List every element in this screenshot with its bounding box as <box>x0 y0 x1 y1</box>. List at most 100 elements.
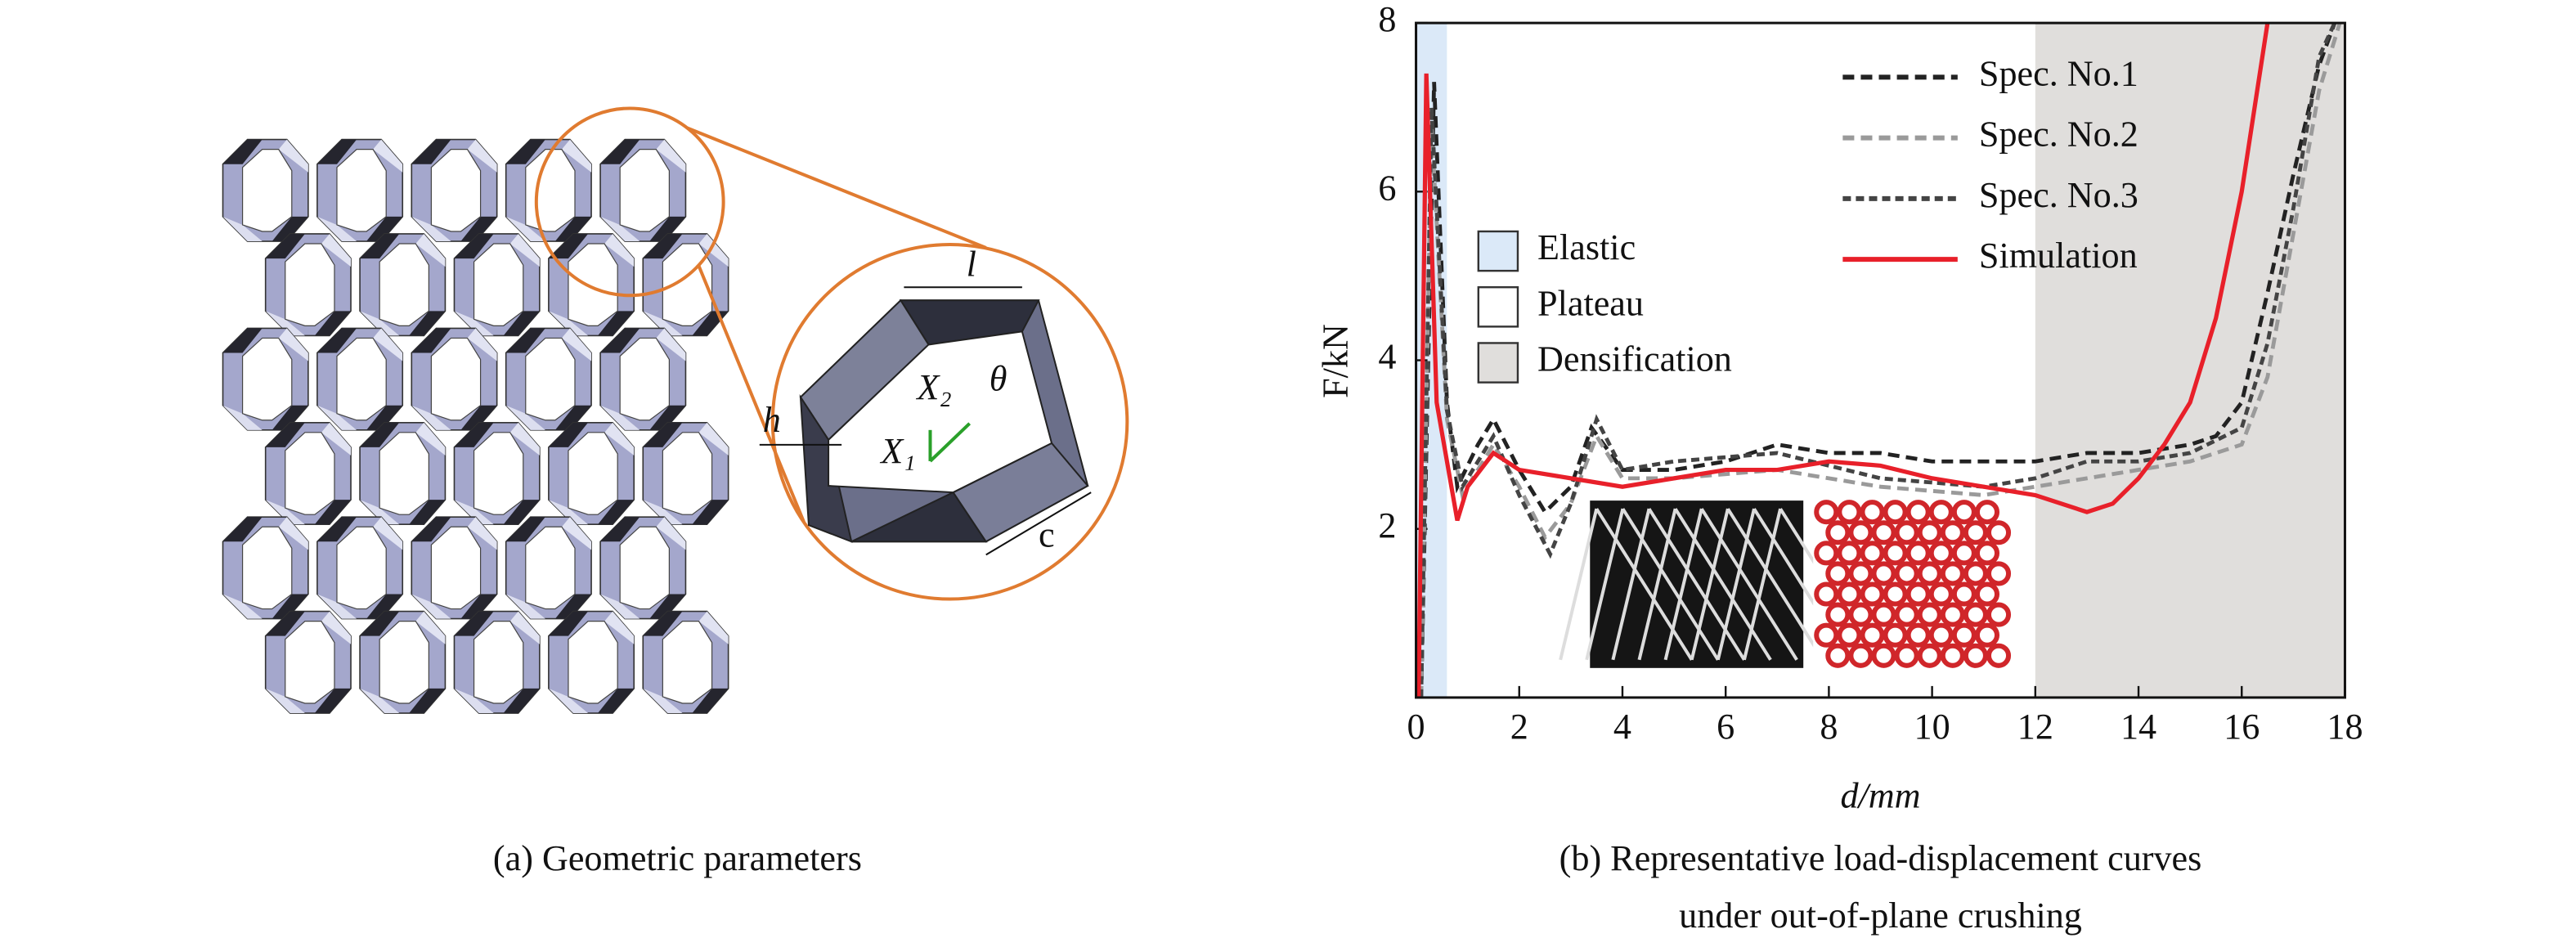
cell-light <box>373 328 403 361</box>
region-legend-label: Plateau <box>1537 283 1644 323</box>
red-cell <box>1848 561 1874 586</box>
y-axis-label: F/kN <box>1315 324 1355 398</box>
mesh-line <box>1663 508 1703 661</box>
cell-dark <box>503 311 540 336</box>
cell-dark <box>554 594 592 619</box>
cell-light <box>321 422 352 456</box>
red-cell <box>1928 541 1954 566</box>
cell-light <box>505 216 545 242</box>
label-h: h <box>763 400 781 440</box>
cell-dark <box>409 311 446 336</box>
red-cell <box>1928 581 1954 607</box>
cell-hole <box>473 621 524 704</box>
mesh-line <box>1673 508 1772 661</box>
cell-hole <box>525 526 576 610</box>
cell-dark <box>316 139 357 164</box>
red-cell <box>1883 500 1908 525</box>
zoom <box>534 106 1129 601</box>
y-tick-label: 8 <box>1378 0 1396 39</box>
cell-light <box>265 688 305 714</box>
cell-hole <box>619 149 670 232</box>
cell-light <box>698 611 729 644</box>
red-cell <box>1951 541 1977 566</box>
mesh-line <box>1637 508 1677 661</box>
cell-dark <box>272 405 308 430</box>
cell-dark <box>460 594 497 619</box>
red-cell <box>1814 500 1839 525</box>
cell-light <box>360 500 400 525</box>
red-cell <box>1837 581 1862 607</box>
red-cell <box>1837 541 1862 566</box>
red-cell <box>1883 541 1908 566</box>
cell-hole <box>241 149 293 232</box>
cell-hole <box>430 337 482 421</box>
red-cell <box>1871 602 1896 627</box>
mesh-line <box>1621 508 1720 661</box>
red-cell <box>1825 561 1851 586</box>
cell-light <box>467 328 497 361</box>
cell-light <box>656 139 686 173</box>
red-cell <box>1974 500 2000 525</box>
red-cell <box>1860 500 1885 525</box>
inset-photos <box>1559 500 2012 668</box>
red-cell <box>1974 622 2000 648</box>
cell-hole <box>662 432 713 515</box>
region <box>2035 23 2345 698</box>
caption-b-line1: (b) Representative load-displacement cur… <box>1560 838 2202 878</box>
cell-dark <box>265 611 305 636</box>
red-cell <box>1986 561 2012 586</box>
red-cell <box>1883 581 1908 607</box>
red-cell <box>1951 622 1977 648</box>
cell-dark <box>548 422 589 447</box>
cell-dark <box>643 422 683 447</box>
cell-light <box>467 139 497 173</box>
cell-light <box>265 500 305 525</box>
red-cell <box>1917 561 1942 586</box>
cell-light <box>548 311 589 336</box>
cell-light <box>561 328 592 361</box>
red-cell <box>1860 581 1885 607</box>
cell-dark <box>454 611 494 636</box>
cell-hole <box>619 337 670 421</box>
cell-light <box>222 405 263 430</box>
cell-hole <box>285 621 335 704</box>
honeycomb <box>222 138 729 714</box>
cell-light <box>278 328 308 361</box>
cell-dark <box>314 311 352 336</box>
cell-dark <box>692 688 729 714</box>
cell-dark <box>598 500 635 525</box>
red-cell <box>1837 500 1862 525</box>
cell-light <box>643 688 683 714</box>
cell-dark <box>460 405 497 430</box>
cell-dark <box>598 688 635 714</box>
red-cell <box>1860 622 1885 648</box>
mesh-line <box>1726 508 1824 661</box>
cell-light <box>316 216 357 242</box>
series-line <box>1419 23 2337 698</box>
red-cell <box>1974 581 2000 607</box>
series-line <box>1416 23 2270 698</box>
red-cell <box>1951 581 1977 607</box>
series-line <box>1419 23 2337 698</box>
cell-hole <box>336 149 387 232</box>
cell-dark <box>649 594 686 619</box>
red-cell <box>1928 500 1954 525</box>
x-axis-label: d/mm <box>1840 776 1920 816</box>
cell-light <box>222 594 263 619</box>
cell-hole <box>336 337 387 421</box>
cell-dark <box>411 328 451 353</box>
red-cell <box>1986 643 2012 668</box>
red-cell <box>1837 622 1862 648</box>
red-cell <box>1871 561 1896 586</box>
cell-light <box>415 422 446 456</box>
cell-hole <box>379 432 429 515</box>
cell-light <box>604 611 635 644</box>
cell-dark <box>409 688 446 714</box>
red-cell <box>1905 541 1931 566</box>
cell-light <box>411 405 451 430</box>
red-cell <box>1825 643 1851 668</box>
cell-light <box>411 594 451 619</box>
x-tick-label: 10 <box>1914 707 1950 747</box>
cell-light <box>561 517 592 550</box>
